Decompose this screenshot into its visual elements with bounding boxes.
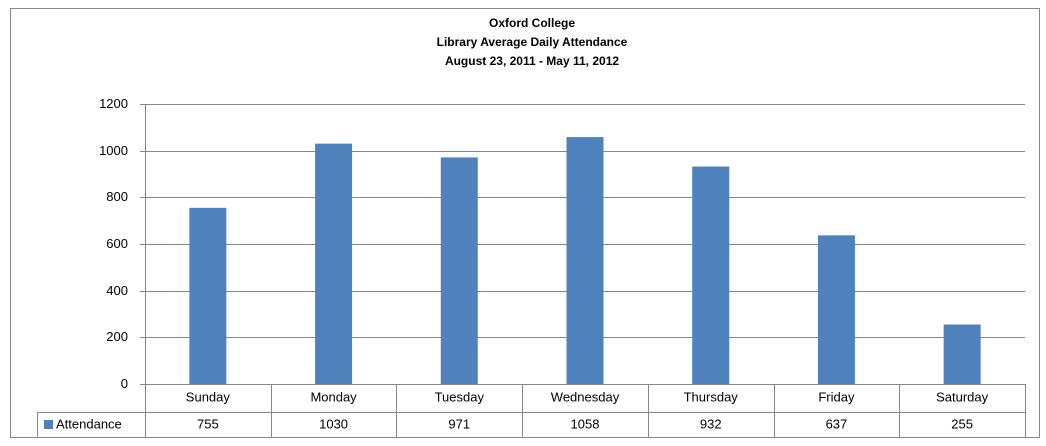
data-table-value: 1058	[571, 416, 600, 431]
chart-subtitle: Library Average Daily Attendance	[437, 35, 628, 49]
y-tick-label: 800	[106, 189, 128, 204]
x-tick-label: Thursday	[684, 389, 739, 404]
chart-title: Oxford College	[489, 16, 575, 30]
bar	[566, 137, 604, 384]
data-table-value: 971	[448, 416, 470, 431]
x-tick-label: Saturday	[936, 389, 989, 404]
data-table-value: 1030	[319, 416, 348, 431]
bar	[692, 166, 730, 384]
data-table-value: 755	[197, 416, 219, 431]
y-tick-label: 200	[106, 329, 128, 344]
data-table-value: 637	[826, 416, 848, 431]
x-tick-label: Tuesday	[435, 389, 485, 404]
x-tick-label: Monday	[310, 389, 357, 404]
x-tick-label: Wednesday	[551, 389, 620, 404]
bar	[440, 157, 478, 384]
chart-border	[10, 8, 1040, 438]
data-table-value: 255	[951, 416, 973, 431]
x-tick-label: Sunday	[186, 389, 231, 404]
chart-subtitle: August 23, 2011 - May 11, 2012	[445, 54, 619, 68]
x-tick-label: Friday	[818, 389, 855, 404]
y-tick-label: 1000	[99, 143, 128, 158]
legend-key	[44, 420, 53, 429]
legend-label: Attendance	[56, 416, 122, 431]
bar	[315, 143, 353, 384]
y-tick-label: 600	[106, 236, 128, 251]
bar	[817, 235, 855, 384]
y-tick-label: 400	[106, 283, 128, 298]
y-tick-label: 1200	[99, 96, 128, 111]
data-table-value: 932	[700, 416, 722, 431]
bar	[943, 324, 981, 384]
y-tick-label: 0	[121, 376, 128, 391]
bar	[189, 207, 227, 384]
